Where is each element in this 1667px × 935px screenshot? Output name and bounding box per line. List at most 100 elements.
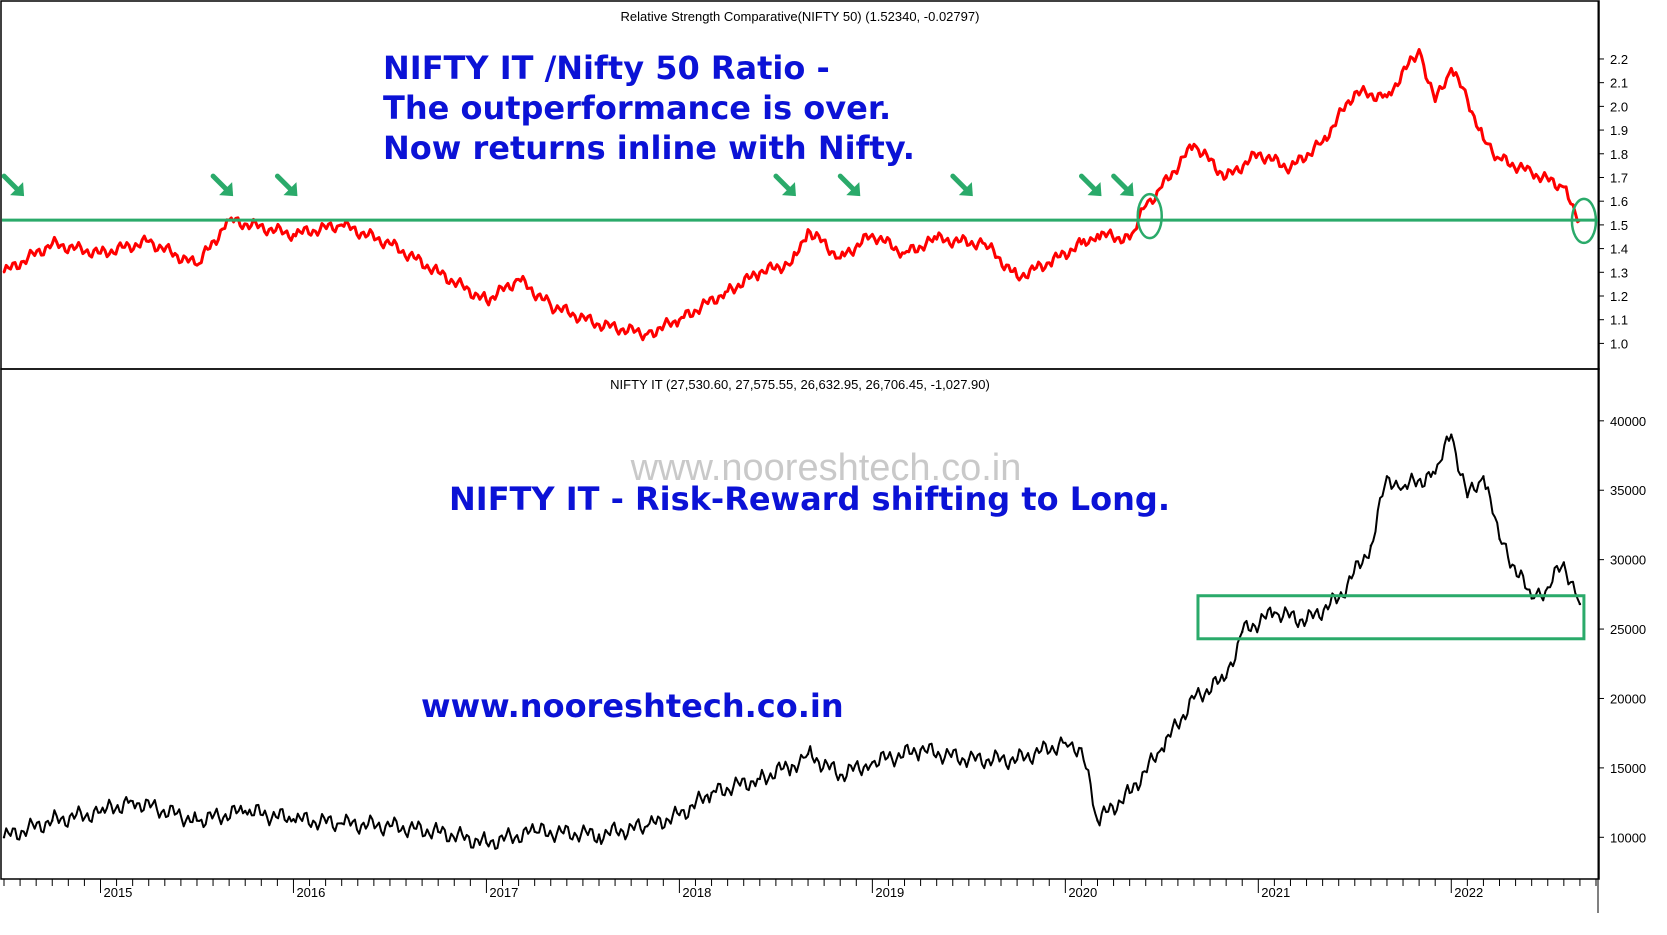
top-data-point: [1289, 166, 1292, 170]
x-tick-label: 2020: [1068, 885, 1097, 900]
arrow-marker-head: [219, 182, 234, 197]
top-data-point: [1015, 275, 1019, 279]
top-data-point: [1144, 204, 1147, 208]
bottom-data-point: [919, 748, 922, 752]
top-data-point: [1450, 67, 1453, 70]
top-annotation-line-1: NIFTY IT /Nifty 50 Ratio -: [383, 49, 830, 87]
arrow-marker: [773, 173, 793, 193]
arrow-marker: [1111, 173, 1131, 193]
x-tick-label: 2019: [875, 885, 904, 900]
arrow-marker-head: [781, 182, 796, 197]
top-annotation-line-2: The outperformance is over.: [383, 89, 891, 127]
arrow-marker: [837, 173, 857, 193]
top-data-point: [1562, 185, 1566, 189]
top-data-point: [340, 223, 343, 227]
top-data-point: [1128, 237, 1131, 241]
x-tick-label: 2016: [296, 885, 325, 900]
bottom-data-point: [1450, 433, 1453, 436]
top-series-line: [2, 48, 1581, 342]
bottom-data-point: [1433, 472, 1437, 475]
top-ytick-label: 1.5: [1610, 218, 1628, 233]
bottom-data-point: [1080, 747, 1083, 750]
bottom-data-point: [1064, 741, 1067, 745]
top-ytick-label: 2.0: [1610, 99, 1628, 114]
bottom-data-point: [51, 819, 54, 822]
top-data-point: [1096, 233, 1099, 236]
bottom-panel-frame: [0, 368, 1600, 880]
bottom-data-point: [710, 791, 713, 795]
bottom-data-point: [1578, 602, 1582, 606]
bottom-data-point: [1096, 819, 1099, 822]
top-data-point: [678, 318, 681, 321]
bottom-panel-title: NIFTY IT (27,530.60, 27,575.55, 26,632.9…: [610, 377, 990, 392]
arrow-marker-head: [846, 182, 861, 197]
top-annotation-line-3: Now returns inline with Nifty.: [383, 129, 915, 167]
bottom-data-point: [1385, 475, 1389, 478]
bottom-data-point: [485, 841, 488, 845]
circle-marker: [1136, 192, 1163, 240]
top-data-point: [1080, 242, 1083, 246]
top-ytick-label: 1.1: [1610, 313, 1628, 328]
top-data-point: [597, 323, 601, 326]
bottom-data-point: [388, 824, 392, 828]
top-data-point: [1498, 157, 1501, 160]
top-data-point: [646, 332, 649, 336]
top-data-point: [1257, 152, 1260, 155]
top-data-point: [983, 242, 987, 246]
x-tick-label: 2015: [103, 885, 132, 900]
top-data-point: [1160, 185, 1164, 189]
x-tick-label: 2022: [1454, 885, 1483, 900]
bottom-data-point: [533, 830, 536, 833]
bottom-data-point: [436, 830, 440, 833]
top-data-point: [903, 252, 906, 255]
top-data-point: [195, 263, 199, 267]
arrow-marker: [274, 173, 294, 193]
bottom-data-point: [1273, 611, 1276, 614]
x-tick-label: 2017: [489, 885, 518, 900]
top-data-point: [436, 271, 440, 274]
arrow-marker: [950, 173, 970, 193]
top-data-point: [1482, 138, 1485, 141]
bottom-ytick-label: 40000: [1610, 414, 1646, 429]
top-ytick-label: 1.2: [1610, 289, 1628, 304]
arrow-marker: [210, 173, 230, 193]
top-data-point: [839, 256, 842, 260]
bottom-data-point: [131, 800, 134, 803]
top-data-point: [147, 240, 150, 243]
top-data-point: [2, 271, 6, 274]
top-ytick-label: 1.6: [1610, 194, 1628, 209]
website-annotation: www.nooreshtech.co.in: [421, 687, 844, 725]
top-data-point: [51, 242, 54, 246]
arrow-marker-head: [10, 182, 25, 197]
arrow-marker-head: [283, 182, 298, 197]
x-tick-label: 2021: [1261, 885, 1290, 900]
bottom-ytick-label: 10000: [1610, 830, 1646, 845]
bottom-data-point: [1530, 597, 1533, 600]
top-data-point: [1466, 98, 1469, 101]
bottom-data-point: [646, 824, 649, 828]
bottom-ytick-label: 25000: [1610, 622, 1646, 637]
bottom-data-point: [1224, 676, 1228, 679]
top-data-point: [806, 228, 810, 231]
top-ytick-label: 1.3: [1610, 265, 1628, 280]
top-data-point: [1353, 90, 1356, 94]
chart-marks: 1.0 1.1 1.2 1.3 1.4 1.5 1.6 1.7 1.8 1.9 2.0 2.1 2.2 1…: [1, 48, 1646, 900]
bottom-series-line: [3, 433, 1581, 850]
top-data-point: [758, 271, 761, 274]
bottom-ytick-label: 20000: [1610, 691, 1646, 706]
bottom-ytick-label: 30000: [1610, 553, 1646, 568]
bottom-annotation-line-1: NIFTY IT - Risk-Reward shifting to Long.: [449, 480, 1170, 518]
bottom-ytick-label: 35000: [1610, 483, 1646, 498]
watermark-text: www.nooreshtech.co.in: [630, 447, 1022, 489]
bottom-data-point: [1466, 495, 1469, 499]
bottom-data-point: [340, 822, 343, 825]
top-ytick-label: 1.0: [1610, 336, 1628, 351]
bottom-data-point: [1546, 586, 1549, 589]
bottom-data-point: [99, 811, 102, 814]
bottom-data-point: [1192, 697, 1196, 700]
top-ytick-label: 1.9: [1610, 123, 1628, 138]
top-data-point: [99, 252, 102, 255]
top-data-point: [726, 290, 729, 293]
